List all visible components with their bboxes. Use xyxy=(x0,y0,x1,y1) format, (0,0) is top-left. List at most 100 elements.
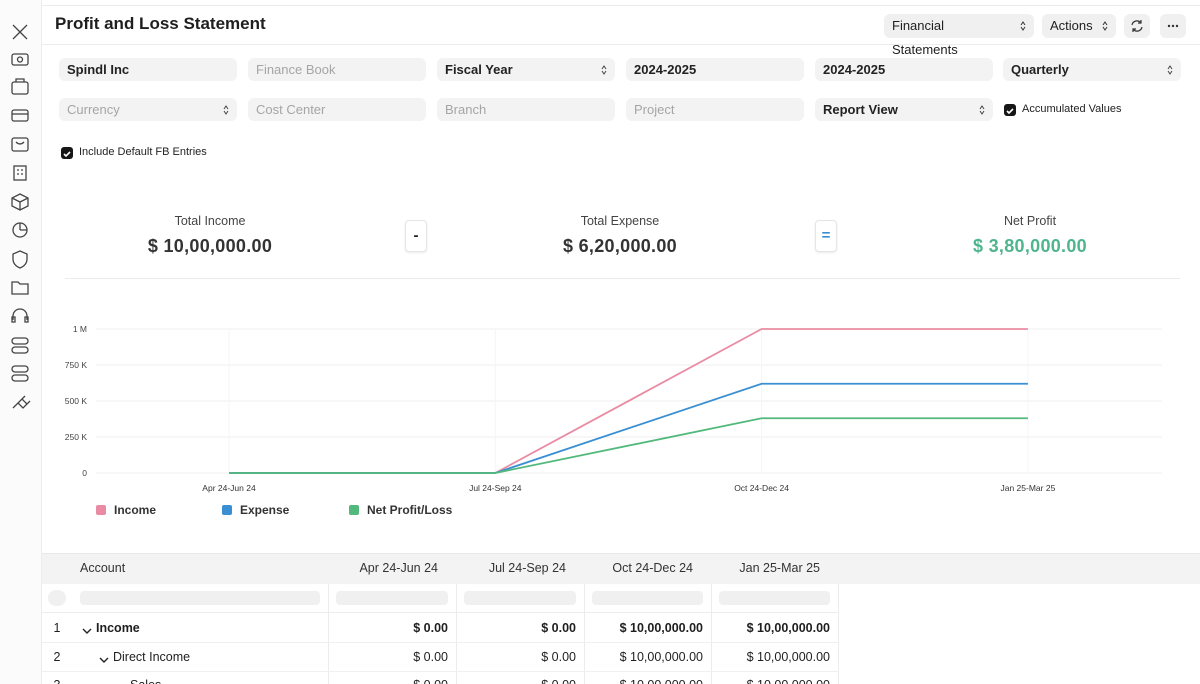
checkbox-label: Accumulated Values xyxy=(1022,103,1122,115)
x-tick-label: Jan 25-Mar 25 xyxy=(1000,483,1055,493)
column-header: Account xyxy=(80,561,126,575)
column-header: Oct 24-Dec 24 xyxy=(612,561,693,575)
check-mark xyxy=(1006,108,1014,115)
chevron-down xyxy=(82,628,92,634)
filter-field[interactable]: 2024-2025 xyxy=(815,58,993,81)
summary-label: Net Profit xyxy=(1003,214,1057,228)
x-tick-label: Apr 24-Jun 24 xyxy=(202,483,256,493)
chevron-down xyxy=(99,657,109,663)
field-value: Spindl Inc xyxy=(67,62,130,77)
icon-toggle-2[interactable] xyxy=(11,365,29,382)
filter-field[interactable]: Currency xyxy=(59,98,237,121)
checkbox[interactable] xyxy=(1004,104,1016,116)
header-border xyxy=(42,44,1200,45)
filter-field[interactable]: Branch xyxy=(437,98,615,121)
cell-amount: $ 10,00,000.00 xyxy=(711,671,830,684)
more-icon xyxy=(1167,24,1179,28)
placeholder: Currency xyxy=(67,102,120,117)
cell-amount: $ 10,00,000.00 xyxy=(619,621,703,635)
column-header: Jan 25-Mar 25 xyxy=(739,561,820,575)
filter-cell xyxy=(464,591,576,605)
checkbox[interactable] xyxy=(61,147,73,159)
filter-field[interactable]: Report View xyxy=(815,98,993,121)
cell-amount: $ 0.00 xyxy=(541,649,576,664)
field-value: Quarterly xyxy=(1011,62,1069,77)
series-line xyxy=(229,382,1028,474)
field-value: Fiscal Year xyxy=(445,62,513,77)
filter-cell xyxy=(336,591,448,605)
expand-chevron[interactable] xyxy=(99,652,109,663)
filter-field[interactable]: 2024-2025 xyxy=(626,58,804,81)
column-header: Jul 24-Sep 24 xyxy=(488,561,566,575)
checkbox-label: Include Default FB Entries xyxy=(79,146,207,158)
row-number: 1 xyxy=(53,621,61,635)
icon-shield[interactable] xyxy=(12,250,28,269)
placeholder: Branch xyxy=(445,102,487,117)
top-border xyxy=(42,5,1200,6)
row-border xyxy=(42,642,838,643)
more-button[interactable] xyxy=(1160,14,1186,38)
y-tick-label: 500 K xyxy=(65,396,88,406)
filter-field[interactable]: Fiscal Year xyxy=(437,58,615,81)
icon-cart[interactable] xyxy=(11,78,29,95)
icon-bag[interactable] xyxy=(11,137,29,152)
column-divider xyxy=(328,583,329,684)
chevron xyxy=(601,65,607,75)
icon-toggle[interactable] xyxy=(11,337,29,354)
legend-swatch xyxy=(222,505,232,515)
placeholder: Finance Book xyxy=(256,62,336,77)
icon-headset[interactable] xyxy=(11,308,29,323)
check-mark xyxy=(63,151,71,158)
page-title: Profit and Loss Statement xyxy=(55,14,266,33)
field-value: 2024-2025 xyxy=(823,62,886,77)
column-divider xyxy=(838,583,839,684)
filter-field[interactable]: Finance Book xyxy=(248,58,426,81)
summary-divider xyxy=(65,278,1180,279)
account-name: Sales xyxy=(130,671,161,684)
cell-amount: $ 10,00,000.00 xyxy=(746,621,830,635)
chart: 0 250 K 500 K 750 K 1 M Apr 24-Jun 24 Jul 24-S… xyxy=(65,324,1162,517)
series-line xyxy=(229,417,1028,474)
column-divider xyxy=(711,583,712,684)
row-number: 2 xyxy=(53,649,61,664)
row-number: 3 xyxy=(42,671,72,684)
cell-amount: $ 10,00,000.00 xyxy=(584,671,703,684)
icon-folder[interactable] xyxy=(11,281,29,295)
filter-field[interactable]: Quarterly xyxy=(1003,58,1181,81)
expand-chevron[interactable] xyxy=(82,623,92,634)
y-tick-label: 750 K xyxy=(65,360,88,370)
cell-amount: $ 0.00 xyxy=(413,621,448,635)
y-tick-label: 0 xyxy=(82,468,87,478)
legend-label: Expense xyxy=(240,503,290,517)
cell-amount: $ 0.00 xyxy=(413,649,448,664)
actions-button[interactable]: Actions xyxy=(1042,14,1116,38)
icon-plug[interactable] xyxy=(12,395,31,409)
refresh-button[interactable] xyxy=(1124,14,1150,38)
icon-pie[interactable] xyxy=(12,222,28,238)
icon-box[interactable] xyxy=(11,193,29,211)
chevron xyxy=(1167,65,1173,75)
cell-amount: $ 0.00 xyxy=(541,621,576,635)
sidebar xyxy=(0,0,42,684)
financial-statements-button[interactable]: Financial Statements xyxy=(884,14,1034,57)
filter-field[interactable]: Project xyxy=(626,98,804,121)
legend-label: Income xyxy=(114,503,156,517)
summary-amount: $ 3,80,000.00 xyxy=(972,236,1087,256)
refresh-icon xyxy=(1131,20,1143,32)
filter-field[interactable]: Cost Center xyxy=(248,98,426,121)
placeholder: Project xyxy=(634,102,675,117)
icon-card[interactable] xyxy=(11,109,29,122)
x-tick-label: Jul 24-Sep 24 xyxy=(469,483,522,493)
button-label: Financial Statements xyxy=(892,18,958,57)
icon-tools[interactable] xyxy=(12,24,28,40)
icon-building[interactable] xyxy=(13,165,27,181)
column-divider xyxy=(584,583,585,684)
operator: - xyxy=(405,220,427,252)
placeholder: Cost Center xyxy=(256,102,326,117)
x-tick-label: Oct 24-Dec 24 xyxy=(734,483,789,493)
icon-eye[interactable] xyxy=(11,53,29,66)
filter-cell xyxy=(48,590,66,606)
filter-field[interactable]: Spindl Inc xyxy=(59,58,237,81)
column-divider xyxy=(456,583,457,684)
summary-amount: $ 6,20,000.00 xyxy=(562,236,677,256)
